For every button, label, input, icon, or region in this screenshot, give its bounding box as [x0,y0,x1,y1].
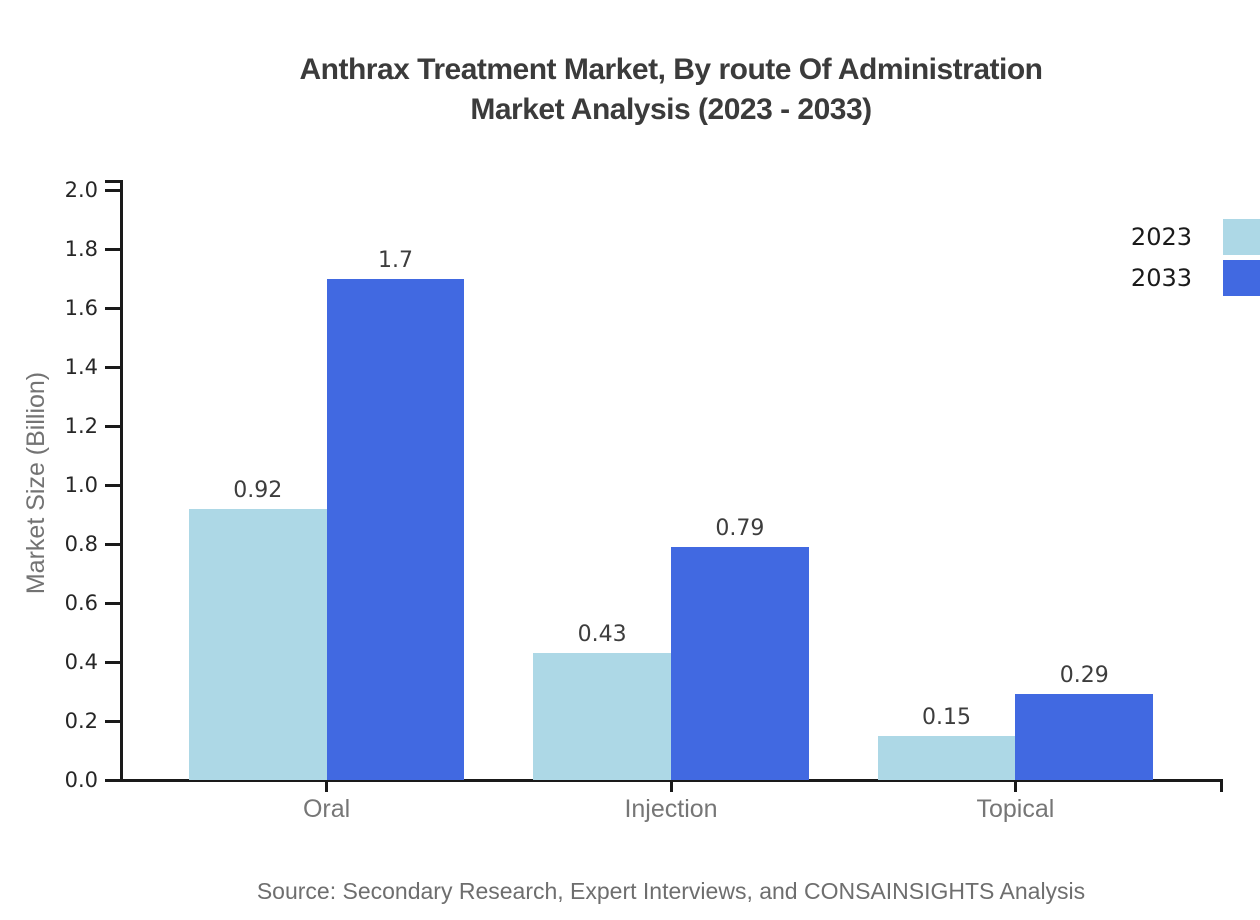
bar-2033-topical [1015,694,1154,780]
y-tick [105,601,120,605]
bar-value-label: 0.15 [922,704,971,730]
legend-item-2033: 2033 [1131,260,1260,296]
y-tick [105,247,120,251]
chart-title-line1: Anthrax Treatment Market, By route Of Ad… [299,53,1043,86]
x-category-label: Oral [302,795,351,823]
bar-value-label: 0.29 [1059,663,1109,689]
bar-value-label: 0.79 [715,515,765,541]
y-tick-label: 1.0 [64,473,98,497]
y-tick [105,188,120,192]
legend-item-2023: 2023 [1131,219,1260,255]
y-tick [105,719,120,723]
x-tick [325,779,329,792]
y-tick-label: 0.6 [64,591,98,615]
bar-2033-oral [326,278,465,780]
y-tick [105,424,120,428]
x-category-label: Topical [976,795,1055,823]
legend-label: 2023 [1130,223,1192,251]
y-tick-label: 1.4 [64,355,98,379]
y-tick-label: 0.8 [64,532,98,556]
y-tick [105,365,120,369]
bar-value-label: 0.92 [233,477,283,503]
bar-2033-injection [671,546,809,780]
x-tick [669,779,673,792]
bar-value-label: 0.43 [577,622,627,648]
y-tick-label: 1.8 [64,237,98,261]
chart-title-line2: Market Analysis (2023 - 2033) [470,93,872,126]
legend-swatch-2023 [1223,219,1260,255]
y-axis-line [120,180,123,782]
y-axis-endcap-tick [105,180,120,183]
y-tick [105,542,120,546]
y-tick [105,483,120,487]
y-tick-label: 0.0 [64,768,98,792]
x-axis-endcap-tick [1220,779,1223,792]
source-note: Source: Secondary Research, Expert Inter… [256,878,1086,904]
legend: 2023 2033 [1131,219,1260,301]
bar-2023-topical [877,735,1016,781]
legend-swatch-2033 [1223,260,1260,296]
y-tick-label: 0.2 [64,709,98,733]
x-category-label: Injection [624,795,718,823]
plot-area: 0.0 0.2 0.4 0.6 0.8 1.0 1.2 1.4 1.6 1.8 2.0 Oral 0.9… [65,178,1223,823]
y-tick-label: 1.6 [64,296,98,320]
bar-2023-injection [533,653,672,780]
y-tick [105,306,120,310]
y-tick [105,778,120,782]
y-tick [105,660,120,664]
y-tick-label: 0.4 [64,650,98,674]
chart-title: Anthrax Treatment Market, By route Of Ad… [120,50,1222,130]
bar-value-label: 1.7 [378,247,413,273]
bar-2023-oral [188,508,327,780]
x-tick [1013,779,1017,792]
legend-label: 2033 [1130,264,1192,292]
y-tick-label: 2.0 [64,178,98,202]
y-tick-label: 1.2 [64,414,98,438]
